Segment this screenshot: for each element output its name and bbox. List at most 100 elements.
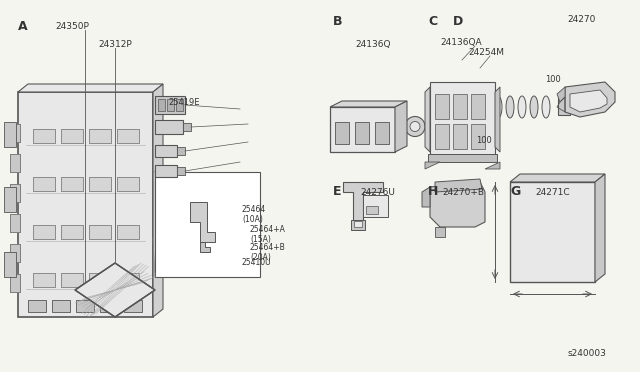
Bar xyxy=(61,225,83,239)
Text: E: E xyxy=(333,185,342,198)
Bar xyxy=(61,129,83,143)
Bar xyxy=(89,129,111,143)
Bar xyxy=(33,177,55,191)
Bar xyxy=(100,300,118,312)
Ellipse shape xyxy=(482,96,490,118)
Text: C: C xyxy=(428,15,437,28)
Bar xyxy=(89,129,111,143)
Text: 25419E: 25419E xyxy=(168,98,200,107)
Ellipse shape xyxy=(446,96,454,118)
Polygon shape xyxy=(495,87,500,152)
Bar xyxy=(33,273,55,287)
Bar xyxy=(330,107,395,152)
Bar xyxy=(155,145,177,157)
Bar xyxy=(155,96,185,114)
Bar xyxy=(176,99,183,111)
Bar xyxy=(10,244,20,262)
Bar xyxy=(177,147,185,155)
Bar xyxy=(510,182,595,282)
Text: 24270+B: 24270+B xyxy=(442,188,484,197)
Text: 24270: 24270 xyxy=(567,15,595,24)
Bar xyxy=(117,129,139,143)
Bar xyxy=(89,273,111,287)
Text: G: G xyxy=(510,185,520,198)
Polygon shape xyxy=(153,84,163,317)
Bar xyxy=(33,129,55,143)
Ellipse shape xyxy=(542,96,550,118)
Bar xyxy=(430,82,495,157)
Circle shape xyxy=(435,102,445,112)
Polygon shape xyxy=(200,242,210,252)
Polygon shape xyxy=(595,174,605,282)
Polygon shape xyxy=(343,182,383,222)
Ellipse shape xyxy=(470,96,478,118)
Text: H: H xyxy=(428,185,438,198)
Bar xyxy=(4,252,16,277)
Polygon shape xyxy=(18,84,163,92)
Bar xyxy=(435,94,449,119)
Bar xyxy=(471,124,485,149)
Bar xyxy=(10,244,20,262)
Polygon shape xyxy=(422,187,430,207)
Polygon shape xyxy=(395,101,407,152)
Bar xyxy=(18,92,153,317)
Bar xyxy=(117,177,139,191)
Text: B: B xyxy=(333,15,342,28)
Polygon shape xyxy=(557,87,565,102)
Bar xyxy=(351,220,365,230)
Bar xyxy=(335,122,349,144)
Circle shape xyxy=(430,97,450,117)
Text: 100: 100 xyxy=(476,135,492,144)
Bar xyxy=(61,273,83,287)
Circle shape xyxy=(410,122,420,131)
Bar xyxy=(52,300,70,312)
Polygon shape xyxy=(430,182,485,227)
Bar xyxy=(33,273,55,287)
Bar xyxy=(61,177,83,191)
Bar xyxy=(10,184,20,202)
Bar xyxy=(428,154,497,162)
Bar xyxy=(28,300,46,312)
Polygon shape xyxy=(485,162,500,169)
Bar xyxy=(471,94,485,119)
Polygon shape xyxy=(75,263,155,317)
Bar xyxy=(354,221,362,227)
Bar xyxy=(155,165,177,177)
Ellipse shape xyxy=(530,96,538,118)
Text: 100: 100 xyxy=(545,75,561,84)
Bar xyxy=(453,94,467,119)
Ellipse shape xyxy=(506,96,514,118)
Bar xyxy=(167,99,174,111)
Bar xyxy=(117,225,139,239)
Bar xyxy=(89,273,111,287)
Bar xyxy=(177,167,185,175)
Text: (20A): (20A) xyxy=(250,253,271,262)
Bar xyxy=(117,273,139,287)
Text: (15A): (15A) xyxy=(250,235,271,244)
Text: 25464+A: 25464+A xyxy=(250,225,286,234)
Bar xyxy=(76,300,94,312)
Bar xyxy=(10,274,20,292)
Bar xyxy=(4,187,16,212)
Bar xyxy=(158,99,165,111)
Text: D: D xyxy=(453,15,463,28)
Text: A: A xyxy=(18,20,28,33)
Text: 24136Q: 24136Q xyxy=(355,40,390,49)
Bar xyxy=(355,122,369,144)
Bar xyxy=(89,225,111,239)
Bar xyxy=(117,225,139,239)
Text: 24136QA: 24136QA xyxy=(440,38,482,47)
Bar xyxy=(366,206,378,214)
Bar xyxy=(4,122,16,147)
Bar xyxy=(89,177,111,191)
Bar xyxy=(61,225,83,239)
Ellipse shape xyxy=(518,96,526,118)
Bar xyxy=(61,129,83,143)
Bar xyxy=(33,129,55,143)
Polygon shape xyxy=(565,82,615,117)
Bar xyxy=(155,172,260,277)
Bar xyxy=(117,177,139,191)
Bar xyxy=(89,225,111,239)
Bar xyxy=(10,214,20,232)
Bar xyxy=(558,97,570,115)
